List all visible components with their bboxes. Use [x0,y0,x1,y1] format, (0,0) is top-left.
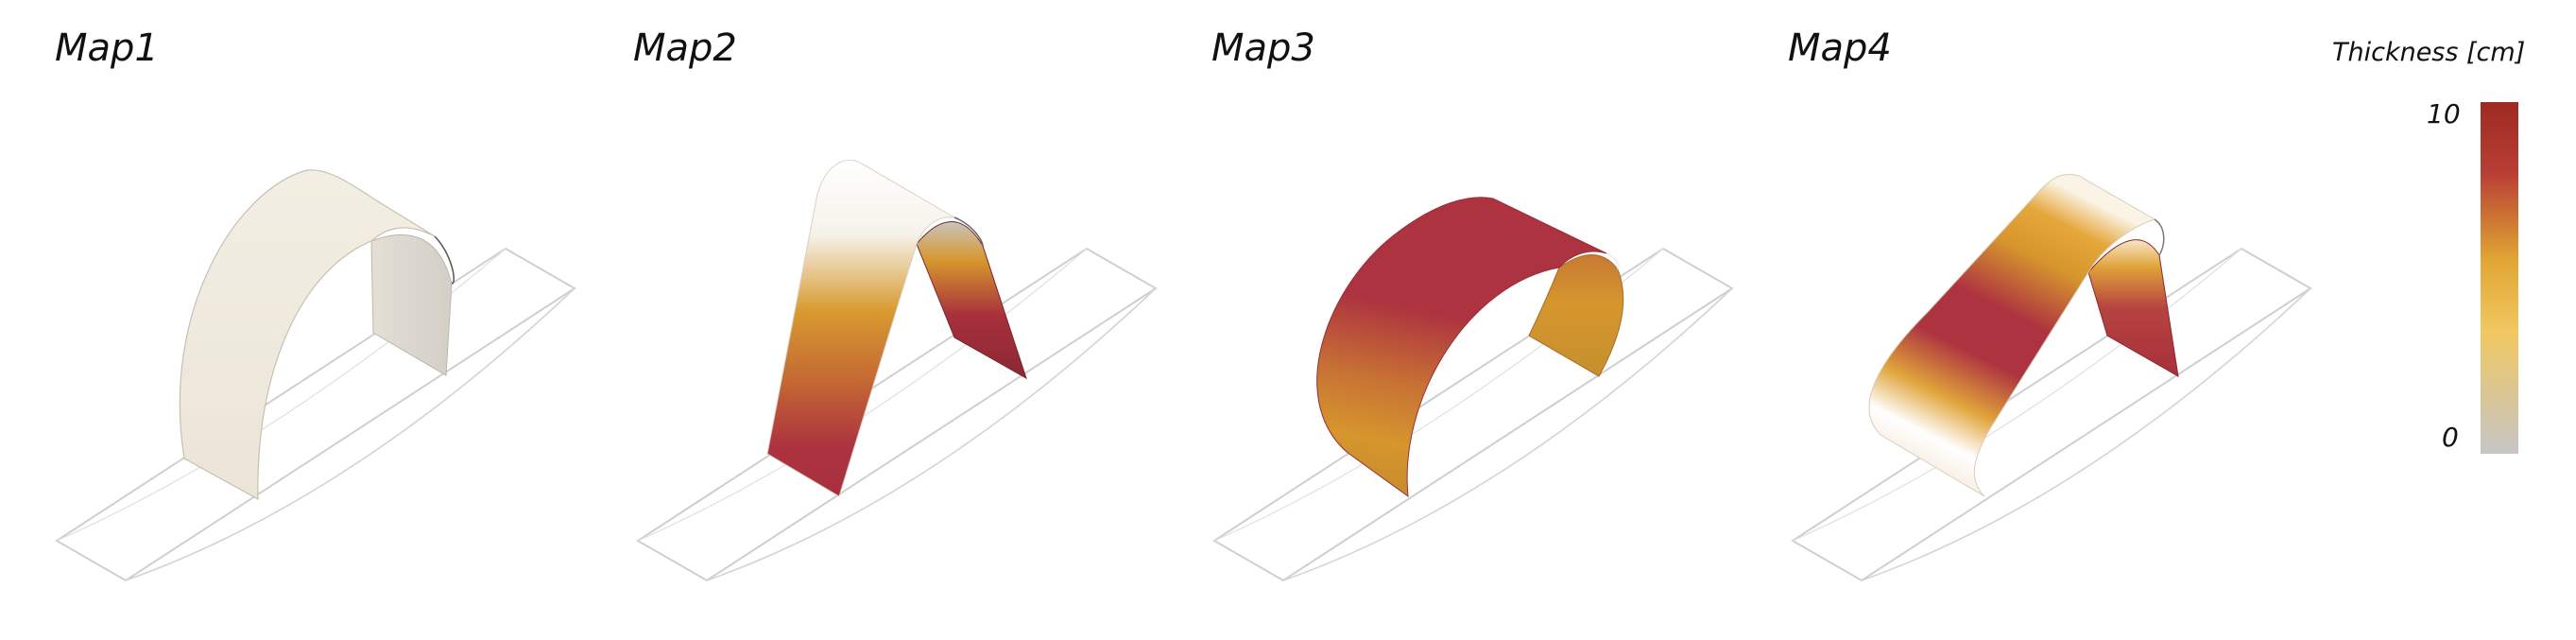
map1-title: Map1 [55,26,159,70]
map3-arch-inner-leg [1528,254,1624,377]
legend-title: Thickness [cm] [2332,38,2526,67]
map1-ground-plate [55,247,576,582]
map4-arch-edge [2154,218,2165,256]
map4-arch-surface [1868,173,2156,497]
map4-ground-arc-2 [1792,248,2242,542]
map3-ground-arc [1282,287,1733,581]
map2-arch-edge [953,216,984,247]
map1-arch-surface [179,169,436,501]
map4-diagram [1791,173,2312,582]
map4-ground-arc [1861,287,2311,581]
legend-color-bar [2481,102,2518,454]
map3-arch-surface [1316,197,1607,498]
map2-title: Map2 [633,26,737,70]
map2-arch-surface [766,160,955,497]
map1-arch-edge [434,235,455,285]
map1-ground-arc [125,287,575,581]
map2-diagram [636,160,1158,582]
legend-min-label: 0 [2442,422,2459,453]
map2-ground-arc [706,287,1157,581]
map4-title: Map4 [1788,26,1892,70]
map1-arch-inner-leg [370,234,453,376]
map1-diagram [55,169,576,582]
map2-arch-inner-leg [916,221,1027,380]
map3-title: Map3 [1211,26,1315,70]
map3-diagram [1212,197,1734,582]
map4-arch-inner-leg [2087,239,2179,377]
map3-arch-edge [1606,252,1620,270]
legend-max-label: 10 [2427,98,2461,130]
